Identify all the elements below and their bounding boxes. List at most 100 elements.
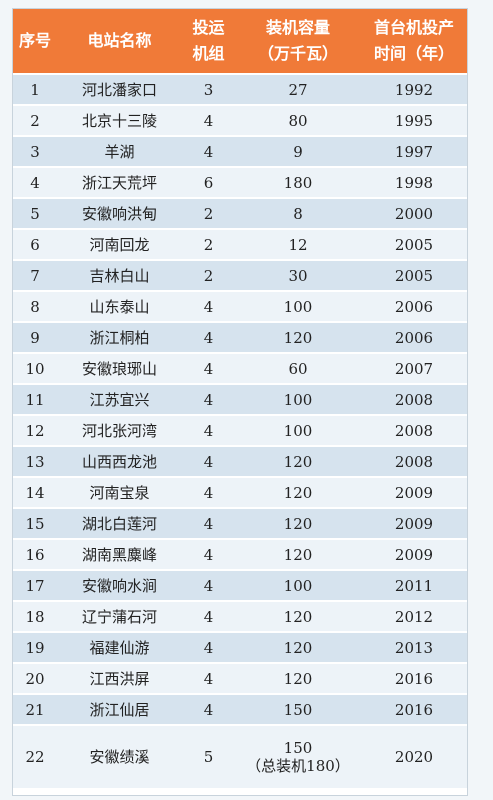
cell-no-value: 6 xyxy=(30,235,40,254)
cell-year: 2012 xyxy=(361,601,467,633)
cell-capacity: 150 xyxy=(235,694,361,726)
cell-name-value: 浙江仙居 xyxy=(89,700,150,719)
cell-year-value: 2005 xyxy=(394,266,434,285)
cell-name: 吉林白山 xyxy=(57,260,182,292)
cell-no: 20 xyxy=(13,663,57,695)
cell-name: 湖北白莲河 xyxy=(57,508,182,540)
cell-year: 2006 xyxy=(361,322,467,354)
cell-units: 4 xyxy=(182,322,235,354)
cell-units: 4 xyxy=(182,508,235,540)
table-row: 13 山西西龙池 4 120 2008 xyxy=(13,446,467,478)
table-body: 1 河北潘家口 3 27 1992 2 北京十三陵 4 80 1995 3 羊湖 4 9 1997 4 浙江天荒… xyxy=(13,74,467,790)
cell-units-value: 4 xyxy=(203,607,214,626)
cell-capacity-value: 60 xyxy=(288,359,308,378)
cell-no-value: 14 xyxy=(25,483,45,502)
cell-capacity-value: 12 xyxy=(288,235,308,254)
table-row: 22 安徽绩溪 5 150 （总装机180） 2020 xyxy=(13,725,467,790)
cell-no: 9 xyxy=(13,322,57,354)
cell-no-value: 11 xyxy=(25,390,45,409)
cell-no: 15 xyxy=(13,508,57,540)
cell-no: 4 xyxy=(13,167,57,199)
cell-year: 2009 xyxy=(361,539,467,571)
cell-name-value: 安徽绩溪 xyxy=(89,748,150,766)
cell-units-value: 4 xyxy=(203,576,214,595)
cell-capacity: 60 xyxy=(235,353,361,385)
cell-no-value: 17 xyxy=(25,576,45,595)
cell-no-value: 21 xyxy=(25,700,45,719)
cell-capacity-value: 120 xyxy=(283,514,313,533)
cell-no: 10 xyxy=(13,353,57,385)
cell-no-value: 16 xyxy=(25,545,45,564)
cell-capacity-value: 100 xyxy=(283,297,313,316)
cell-name: 北京十三陵 xyxy=(57,105,182,137)
cell-capacity: 120 xyxy=(235,632,361,664)
cell-year: 2008 xyxy=(361,384,467,416)
cell-capacity-value: 180 xyxy=(283,173,313,192)
table-row: 7 吉林白山 2 30 2005 xyxy=(13,260,467,292)
cell-year-value: 2016 xyxy=(394,669,434,688)
cell-name-value: 河北张河湾 xyxy=(81,421,157,440)
cell-no: 13 xyxy=(13,446,57,478)
table-header: 序号 电站名称 投运 机组 装机容量 （万千瓦） 首台机投产 时间（年） xyxy=(13,9,467,75)
header-year: 首台机投产 时间（年） xyxy=(361,9,467,75)
cell-no-value: 8 xyxy=(30,297,40,316)
cell-name-value: 湖北白莲河 xyxy=(81,514,157,533)
cell-capacity-value: 150 xyxy=(283,739,313,757)
cell-year: 2000 xyxy=(361,198,467,230)
cell-units: 4 xyxy=(182,539,235,571)
cell-no: 2 xyxy=(13,105,57,137)
cell-capacity-value: 120 xyxy=(283,669,313,688)
cell-capacity: 120 xyxy=(235,446,361,478)
cell-capacity-value: 30 xyxy=(288,266,308,285)
cell-no-value: 13 xyxy=(25,452,45,471)
cell-year: 2013 xyxy=(361,632,467,664)
cell-name-value: 辽宁蒲石河 xyxy=(81,607,157,626)
cell-name: 浙江天荒坪 xyxy=(57,167,182,199)
cell-year-value: 2008 xyxy=(394,452,434,471)
table-row: 10 安徽琅琊山 4 60 2007 xyxy=(13,353,467,385)
cell-no: 12 xyxy=(13,415,57,447)
table-row: 4 浙江天荒坪 6 180 1998 xyxy=(13,167,467,199)
cell-year-value: 2006 xyxy=(394,328,434,347)
cell-units: 4 xyxy=(182,415,235,447)
cell-name-value: 安徽琅琊山 xyxy=(81,359,157,378)
cell-units-value: 4 xyxy=(203,514,214,533)
cell-capacity-value: 120 xyxy=(283,607,313,626)
cell-year-value: 2009 xyxy=(394,483,434,502)
table-row: 16 湖南黑麋峰 4 120 2009 xyxy=(13,539,467,571)
cell-year-value: 2007 xyxy=(394,359,434,378)
cell-capacity: 27 xyxy=(235,74,361,106)
cell-units: 4 xyxy=(182,601,235,633)
cell-units-value: 4 xyxy=(203,545,214,564)
table-row: 15 湖北白莲河 4 120 2009 xyxy=(13,508,467,540)
cell-year-value: 2005 xyxy=(394,235,434,254)
cell-name: 山东泰山 xyxy=(57,291,182,323)
cell-year-value: 2008 xyxy=(394,390,434,409)
cell-year-value: 2013 xyxy=(394,638,434,657)
cell-capacity-note: （总装机180） xyxy=(246,757,350,775)
cell-no: 3 xyxy=(13,136,57,168)
cell-year: 2009 xyxy=(361,508,467,540)
cell-capacity: 120 xyxy=(235,322,361,354)
table-row: 6 河南回龙 2 12 2005 xyxy=(13,229,467,261)
cell-no: 22 xyxy=(13,725,57,790)
cell-units-value: 4 xyxy=(203,483,214,502)
cell-capacity: 100 xyxy=(235,570,361,602)
cell-capacity-value: 120 xyxy=(283,328,313,347)
cell-name: 福建仙游 xyxy=(57,632,182,664)
header-no-line1: 序号 xyxy=(18,31,51,50)
cell-units: 2 xyxy=(182,198,235,230)
cell-year: 2008 xyxy=(361,446,467,478)
cell-capacity: 100 xyxy=(235,415,361,447)
table-row: 12 河北张河湾 4 100 2008 xyxy=(13,415,467,447)
cell-name-value: 北京十三陵 xyxy=(81,111,157,130)
cell-units-value: 4 xyxy=(203,111,214,130)
cell-units: 4 xyxy=(182,384,235,416)
table-row: 20 江西洪屏 4 120 2016 xyxy=(13,663,467,695)
header-year-line1: 首台机投产 xyxy=(373,18,454,37)
cell-no: 1 xyxy=(13,74,57,106)
table-row: 9 浙江桐柏 4 120 2006 xyxy=(13,322,467,354)
header-name: 电站名称 xyxy=(57,9,182,75)
cell-units: 5 xyxy=(182,725,235,790)
cell-capacity: 100 xyxy=(235,384,361,416)
